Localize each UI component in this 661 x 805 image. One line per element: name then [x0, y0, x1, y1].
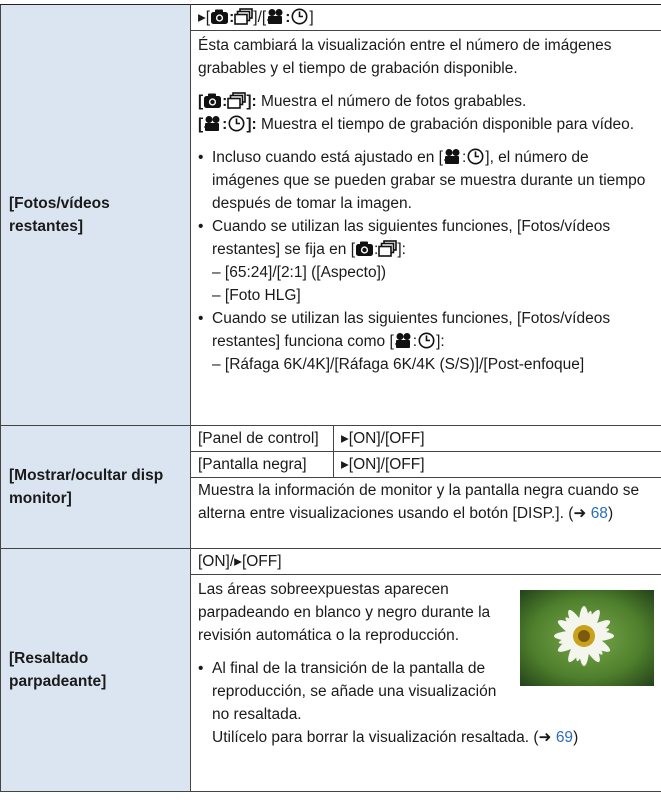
- note: Cuando se utilizan las siguientes funcio…: [198, 215, 654, 261]
- row-label: [Resaltado parpadeante]: [0, 548, 191, 792]
- options: ▸[:]/[:]: [189, 4, 661, 31]
- item: [:]: Muestra el número de fotos grabable…: [198, 92, 527, 110]
- sub-item: – [Foto HLG]: [212, 287, 301, 304]
- text: ]:: [246, 116, 257, 133]
- content: Ésta cambiará la visualización entre el …: [189, 30, 661, 426]
- note-extra: Utilícelo para borrar la visualización r…: [198, 726, 654, 749]
- content: Las áreas sobreexpuestas aparecen parpad…: [189, 574, 661, 792]
- stack-icon: [378, 240, 397, 257]
- text: ]: [309, 9, 314, 26]
- item: [:]: Muestra el tiempo de grabación disp…: [198, 115, 635, 133]
- row-label: [Mostrar/ocultar disp monitor]: [0, 425, 191, 549]
- text: Cuando se utilizan las siguientes funcio…: [212, 218, 611, 258]
- clock-icon: [466, 148, 485, 165]
- description: Muestra la información de monitor y la p…: [198, 482, 640, 522]
- text: ]:: [436, 333, 445, 350]
- text: ): [607, 505, 614, 522]
- text: ]:: [397, 241, 406, 258]
- text: ], el número de imágenes que se pueden g…: [212, 149, 646, 212]
- text: Muestra el número de fotos grabables.: [256, 93, 527, 110]
- stack-icon: [227, 92, 246, 109]
- note: Al final de la transición de la pantalla…: [198, 657, 654, 726]
- setting-name: [Pantalla negra]: [190, 451, 334, 478]
- setting-value: ▸[ON]/[OFF]: [332, 451, 661, 478]
- settings-table: [Fotos/vídeos restantes] ▸[:]/[:] Ésta c…: [0, 4, 661, 792]
- options: [ON]/▸[OFF]: [189, 548, 661, 575]
- page-link[interactable]: 69: [555, 729, 574, 746]
- text: Incluso cuando está ajustado en [: [212, 149, 443, 166]
- camera-icon: [203, 92, 222, 109]
- description: Las áreas sobreexpuestas aparecen parpad…: [198, 581, 491, 644]
- text: Utilícelo para borrar la visualización r…: [212, 729, 556, 746]
- content: Muestra la información de monitor y la p…: [189, 477, 661, 549]
- clock-icon: [417, 332, 436, 349]
- text: [: [198, 116, 204, 133]
- movie-icon: [394, 332, 413, 349]
- stack-icon: [234, 8, 253, 25]
- text: ]/[: [253, 9, 267, 26]
- note: Cuando se utilizan las siguientes funcio…: [198, 307, 654, 353]
- clock-icon: [227, 115, 246, 132]
- page-link[interactable]: 68: [590, 505, 608, 522]
- sub-item: – [Ráfaga 6K/4K]/[Ráfaga 6K/4K (S/S)]/[P…: [212, 356, 585, 373]
- movie-icon: [266, 8, 285, 25]
- text: Cuando se utilizan las siguientes funcio…: [212, 310, 611, 350]
- clock-icon: [290, 8, 309, 25]
- note: Incluso cuando está ajustado en [:], el …: [198, 146, 654, 215]
- camera-icon: [210, 8, 229, 25]
- text: ): [573, 729, 579, 746]
- text: ▸[: [198, 9, 211, 26]
- setting-name: [Panel de control]: [190, 425, 334, 452]
- movie-icon: [203, 115, 222, 132]
- setting-value: ▸[ON]/[OFF]: [332, 425, 661, 452]
- camera-icon: [355, 240, 374, 257]
- text: [: [198, 93, 204, 110]
- description: Ésta cambiará la visualización entre el …: [198, 37, 612, 77]
- row-label: [Fotos/vídeos restantes]: [0, 4, 191, 426]
- text: ]:: [246, 93, 257, 110]
- text: Muestra el tiempo de grabación disponibl…: [256, 116, 635, 133]
- movie-icon: [443, 148, 462, 165]
- sub-item: – [65:24]/[2:1] ([Aspecto]): [212, 264, 387, 281]
